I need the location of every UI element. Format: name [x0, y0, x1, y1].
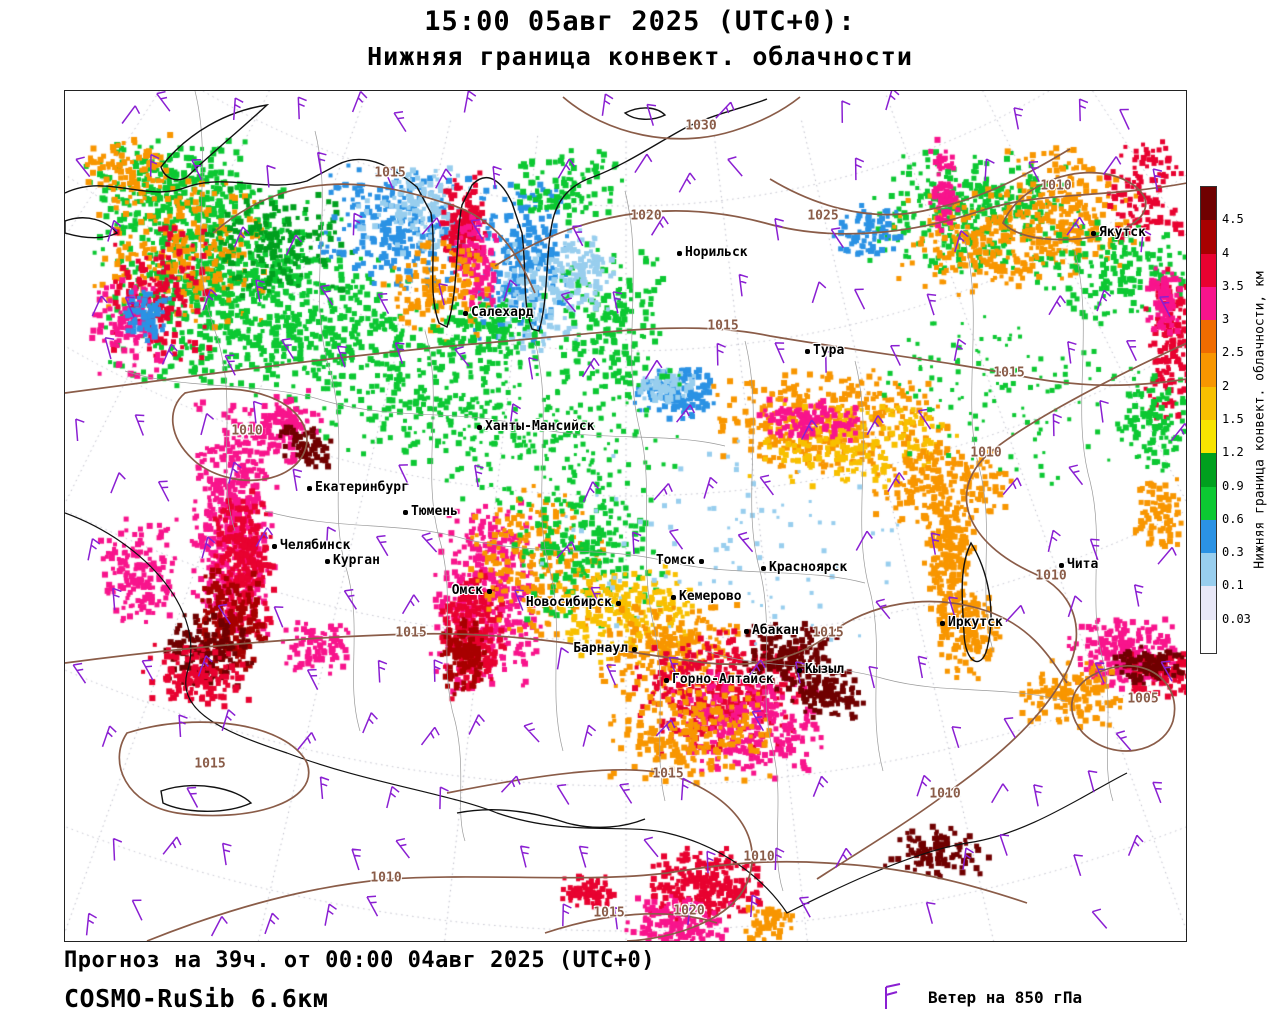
- isobar-line: [1070, 665, 1176, 752]
- isobar-line: [212, 183, 536, 294]
- map-title-datetime: 15:00 05авг 2025 (UTC+0):: [424, 6, 856, 37]
- colorbar-tick-label: 0.1: [1222, 578, 1244, 593]
- wind-legend: Ветер на 850 гПа: [876, 982, 1082, 1012]
- map-lines-layer: [65, 91, 1186, 941]
- isobar-line: [171, 387, 308, 482]
- colorbar-title: Нижняя граница конвект. облачности, км: [1252, 271, 1268, 569]
- colorbar-tick-label: 2.5: [1222, 345, 1244, 360]
- wind-barbs: [72, 91, 1186, 937]
- coastline: [160, 784, 253, 812]
- coastline: [65, 217, 119, 239]
- colorbar-band: [1201, 353, 1216, 387]
- colorbar-tick-label: 1.5: [1222, 412, 1244, 426]
- coastline: [65, 98, 768, 332]
- colorbar-band: [1201, 187, 1216, 221]
- colorbar: [1200, 186, 1217, 654]
- isobar-line: [562, 96, 801, 140]
- region-border: [964, 240, 994, 652]
- region-border: [264, 510, 866, 584]
- colorbar-tick-label: 0.3: [1222, 545, 1244, 560]
- coastline: [160, 103, 270, 181]
- colorbar-band: [1201, 320, 1216, 354]
- isobar-line: [446, 768, 753, 941]
- isobar-line: [65, 600, 1068, 684]
- colorbar-band: [1201, 386, 1216, 420]
- colorbar-tick-label: 4.5: [1222, 212, 1244, 227]
- colorbar-tick-label: 3: [1222, 312, 1230, 327]
- colorbar-band: [1201, 619, 1216, 653]
- region-border: [744, 340, 784, 892]
- isobar-line: [65, 327, 1186, 394]
- colorbar-tick-label: 0.03: [1222, 611, 1251, 626]
- colorbar-band: [1201, 553, 1216, 587]
- colorbar-band: [1201, 220, 1216, 254]
- isobar-line: [494, 182, 1186, 267]
- isobar-line: [1001, 171, 1147, 241]
- colorbar-tick-label: 2: [1222, 378, 1230, 393]
- colorbar-tick-label: 0.9: [1222, 478, 1244, 493]
- coastline: [961, 541, 992, 662]
- colorbar-tick-label: 4: [1222, 245, 1230, 260]
- isobar-line: [816, 342, 1186, 880]
- coastline: [623, 107, 667, 120]
- colorbar-band: [1201, 486, 1216, 520]
- region-border: [534, 340, 564, 752]
- forecast-map: Норильск Якутск Салехард Тура Ханты-Мансийск…: [64, 90, 1187, 942]
- map-title-parameter: Нижняя граница конвект. облачности: [367, 42, 913, 71]
- cloud-field-raster: [65, 91, 1186, 941]
- wind-legend-label: Ветер на 850 гПа: [928, 987, 1083, 1007]
- isobar-line: [544, 913, 718, 934]
- forecast-lead-time-text: Прогноз на 39ч. от 00:00 04авг 2025 (UTC…: [64, 948, 656, 973]
- colorbar-band: [1201, 253, 1216, 287]
- region-border: [624, 190, 666, 802]
- region-border: [194, 91, 236, 532]
- region-border: [124, 370, 726, 447]
- colorbar-tick-label: 0.6: [1222, 511, 1244, 526]
- national-border: [65, 512, 1128, 914]
- region-border: [854, 360, 884, 772]
- region-border: [424, 330, 466, 842]
- colorbar-band: [1201, 419, 1216, 454]
- region-border: [314, 130, 361, 732]
- wind-barb-icon: [885, 983, 901, 1009]
- colorbar-tick-label: 3.5: [1222, 278, 1244, 293]
- colorbar-tick-label: 1.2: [1222, 445, 1244, 460]
- colorbar-band: [1201, 453, 1216, 487]
- isobar-line: [118, 721, 310, 817]
- isobar-line: [769, 148, 1071, 216]
- isobar-line: [146, 860, 1028, 941]
- colorbar-band: [1201, 286, 1216, 321]
- region-border: [1074, 250, 1114, 802]
- colorbar-band: [1201, 586, 1216, 620]
- region-border: [704, 650, 1066, 702]
- model-name-text: COSMO-RuSib 6.6км: [64, 984, 329, 1013]
- colorbar-band: [1201, 519, 1216, 554]
